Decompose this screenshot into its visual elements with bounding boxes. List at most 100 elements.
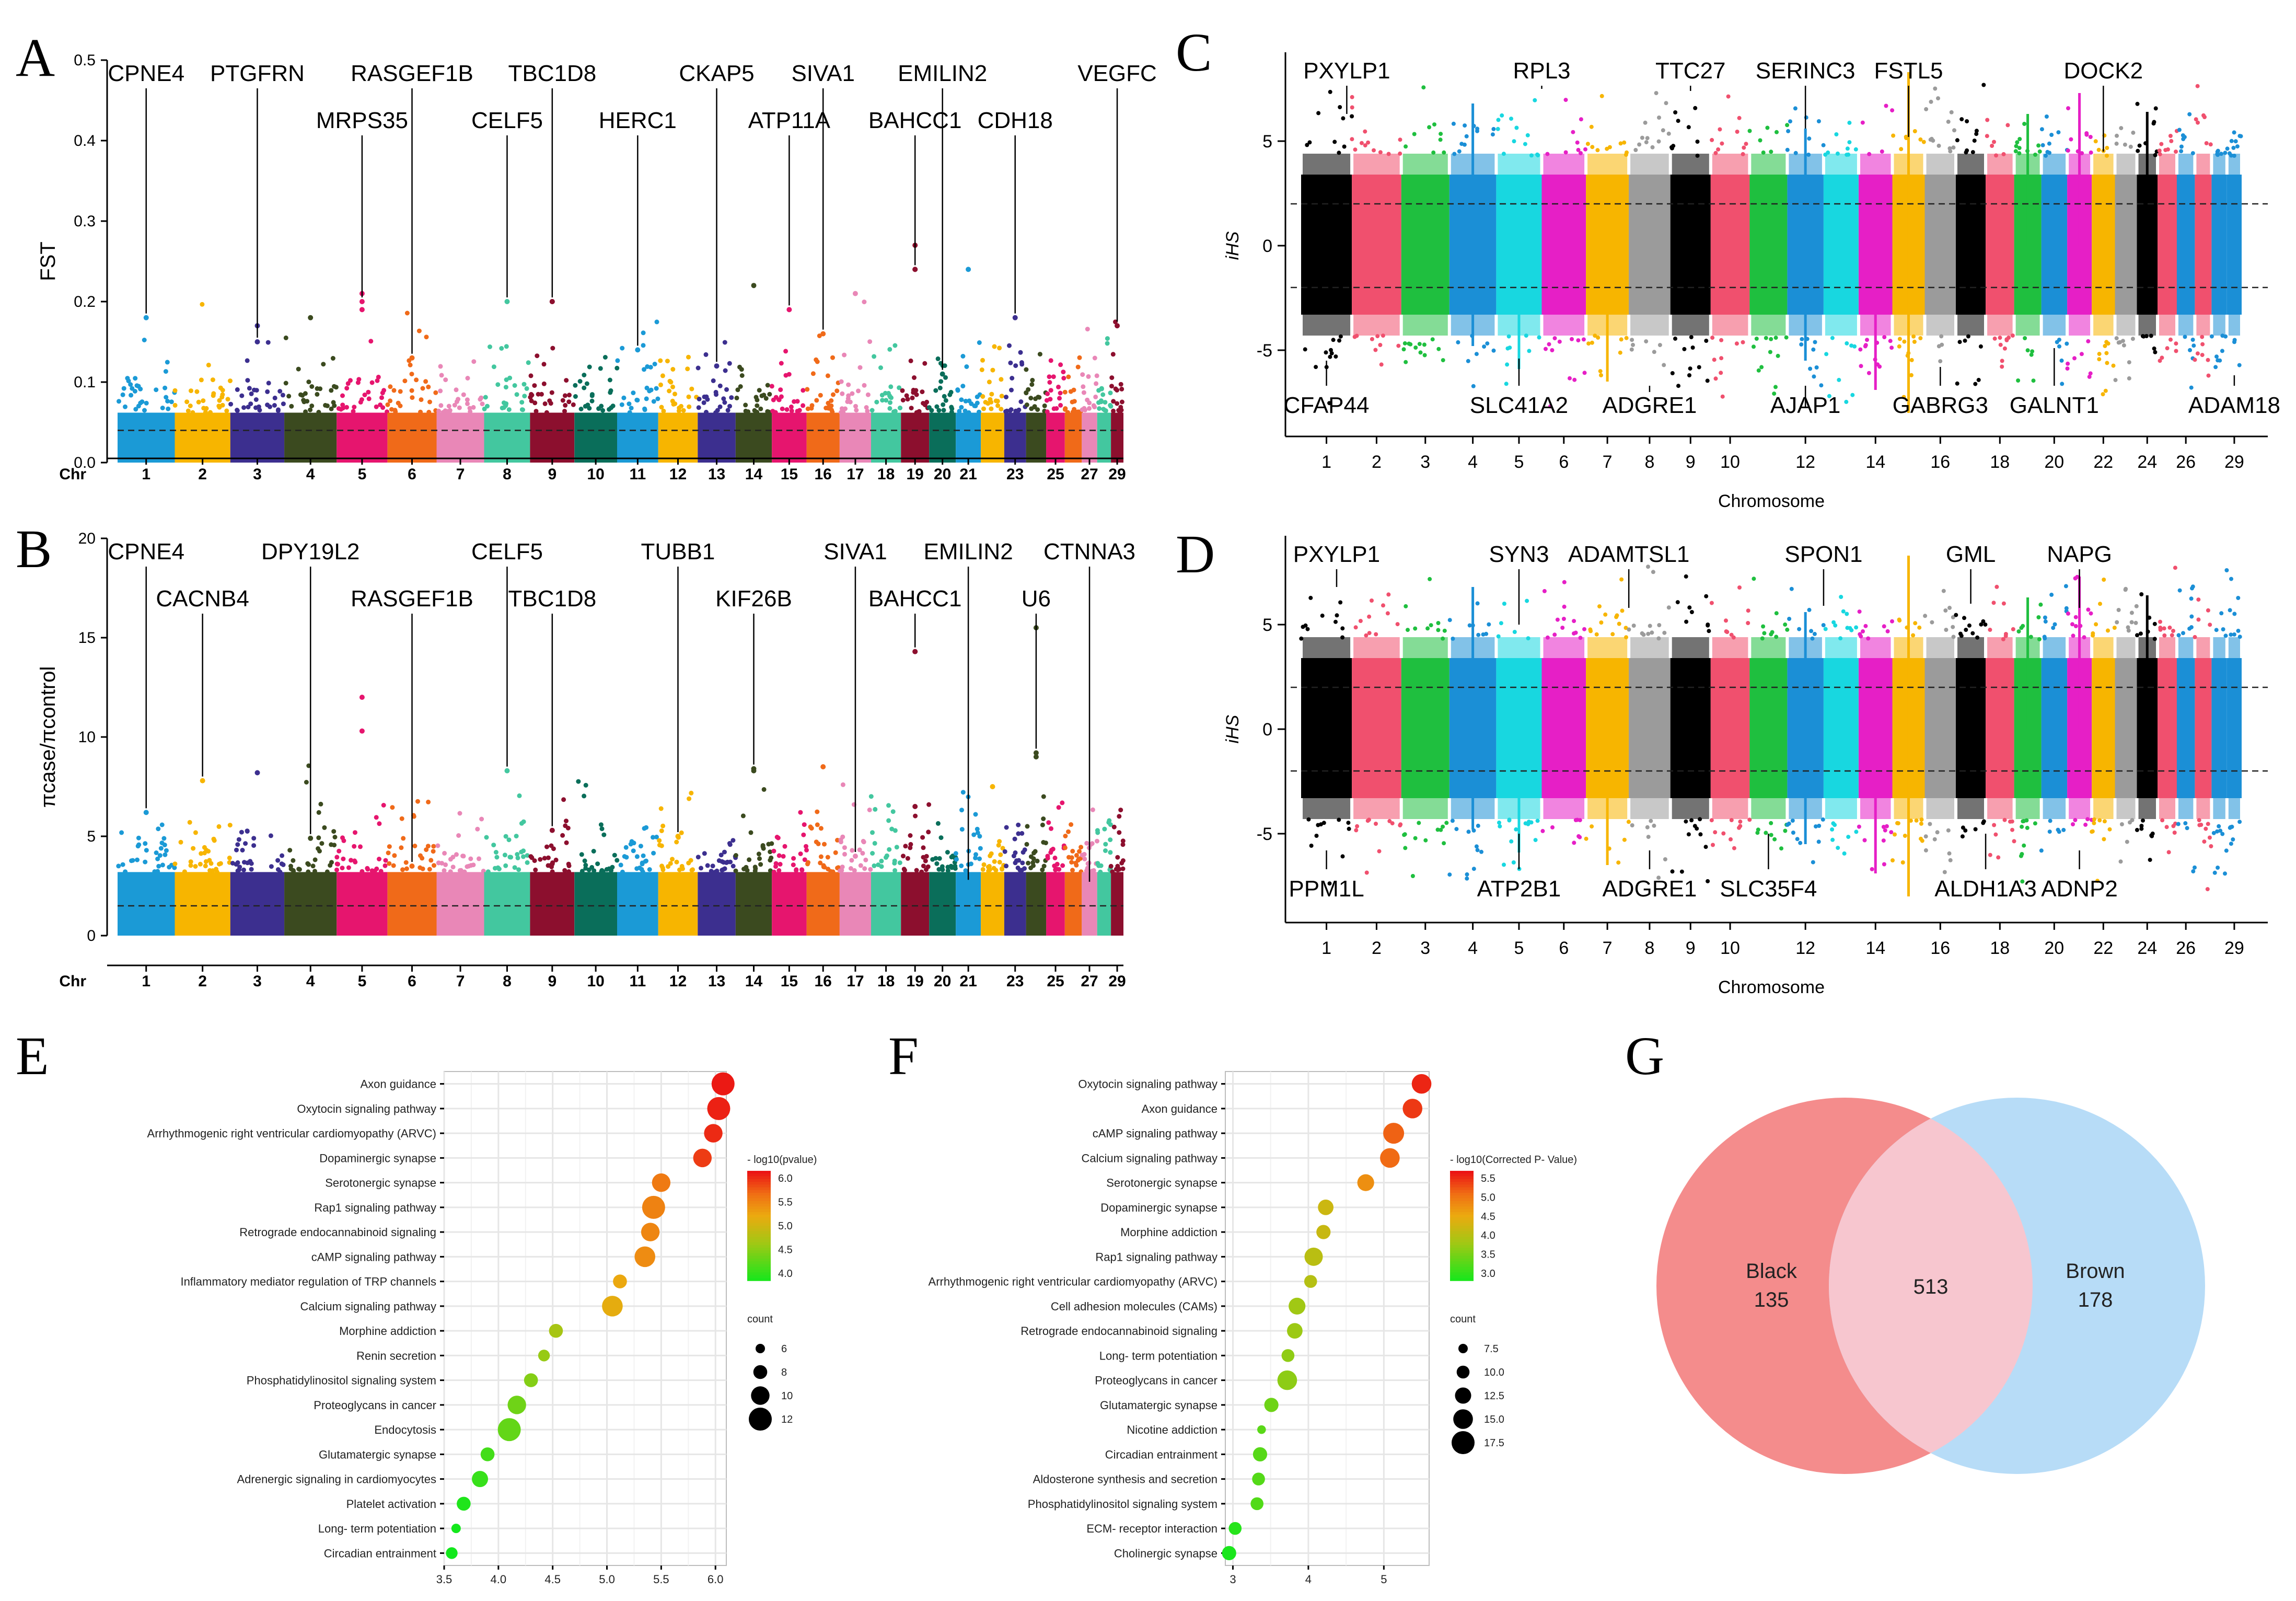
data-point: [635, 398, 640, 403]
chr-band-14: [735, 412, 772, 463]
venn-brown-name: Brown: [2066, 1260, 2125, 1283]
data-point: [1679, 869, 1684, 874]
data-point: [1823, 627, 1828, 631]
data-point: [920, 835, 925, 840]
data-point: [2158, 627, 2163, 632]
data-point: [755, 410, 760, 414]
data-point: [239, 393, 245, 398]
data-point: [440, 410, 446, 415]
data-point: [914, 392, 919, 397]
data-point: [1306, 817, 1311, 822]
data-point: [2003, 634, 2008, 638]
data-point: [865, 392, 871, 397]
data-point: [651, 399, 656, 404]
chr-band-16: [1924, 175, 1956, 315]
data-point: [1849, 628, 1854, 632]
x-tick-label: 20: [2044, 938, 2064, 958]
data-point: [2204, 141, 2209, 145]
chr-band-bottom-13: [1825, 315, 1857, 336]
data-point: [655, 396, 660, 401]
data-point: [2040, 143, 2045, 147]
gene-label-bottom-slc41a2: SLC41A2: [1470, 393, 1568, 418]
data-point: [2135, 827, 2139, 832]
x-tick-label: 12: [669, 973, 687, 990]
chr-band-1: [1301, 658, 1352, 798]
x-tick-label: 7: [456, 973, 465, 990]
chr-band-27: [2195, 658, 2212, 798]
data-point: [936, 408, 942, 413]
data-point: [986, 868, 991, 873]
data-point: [1024, 842, 1029, 847]
data-point: [997, 839, 1002, 844]
data-point: [349, 858, 354, 863]
data-point: [696, 405, 701, 410]
legend-color-tick: 5.5: [1481, 1173, 1495, 1184]
chr-band-11: [617, 872, 658, 936]
data-point: [839, 868, 844, 873]
data-point: [888, 400, 892, 405]
legend-color-step: [1450, 1245, 1474, 1248]
data-point: [1002, 849, 1007, 854]
legend-color-step: [747, 1272, 771, 1276]
data-point: [1713, 151, 1718, 155]
data-point: [1963, 338, 1967, 343]
data-point: [839, 379, 844, 384]
data-point: [1103, 400, 1108, 405]
data-point: [2130, 337, 2135, 341]
chr-band-bottom-22: [2093, 798, 2114, 819]
data-point: [1008, 360, 1013, 365]
data-point: [1013, 860, 1018, 866]
gene-label-bottom-adgre1: ADGRE1: [1602, 876, 1697, 902]
data-point: [759, 393, 764, 398]
venn-brown-count: 178: [2078, 1288, 2113, 1311]
data-point: [2129, 620, 2134, 625]
gene-label-bahcc1: BAHCC1: [868, 108, 962, 133]
data-point: [892, 868, 898, 873]
data-point: [1948, 149, 1953, 154]
data-point: [1890, 108, 1895, 113]
data-point: [1095, 830, 1100, 835]
data-point: [2149, 333, 2153, 338]
data-point: [1526, 822, 1530, 826]
pathway-label: Retrograde endocannabinoid signaling: [239, 1226, 436, 1239]
x-tick-label: 5: [358, 466, 367, 483]
data-point: [1552, 632, 1557, 637]
data-point: [1314, 834, 1319, 838]
data-point: [718, 853, 724, 858]
data-point: [960, 790, 966, 795]
data-point: [1673, 110, 1678, 114]
data-point: [172, 861, 178, 867]
data-point: [2066, 611, 2070, 616]
data-point: [949, 409, 954, 414]
data-point: [1976, 377, 1981, 382]
data-point: [217, 405, 222, 410]
legend-color-step: [747, 1184, 771, 1188]
chr-band-22: [981, 412, 1004, 463]
data-point: [1066, 374, 1071, 379]
data-point: [955, 387, 960, 392]
chr-band-3: [1401, 658, 1450, 798]
gene-label-vegfc: VEGFC: [1077, 61, 1157, 86]
data-point: [589, 398, 595, 404]
data-point: [443, 377, 448, 383]
data-point: [2089, 150, 2093, 155]
gene-point: [1033, 750, 1039, 756]
data-point: [325, 403, 330, 408]
data-point: [1069, 860, 1074, 865]
data-point: [1961, 825, 1965, 830]
data-point: [1085, 327, 1090, 332]
data-point: [533, 867, 538, 872]
gene-label-atp11a: ATP11A: [748, 108, 831, 133]
gene-label-cdh18: CDH18: [978, 108, 1053, 133]
x-tick-label: 29: [2224, 938, 2244, 958]
data-point: [2134, 604, 2139, 608]
data-point: [1812, 631, 1817, 636]
data-point: [133, 376, 138, 381]
data-point: [2093, 139, 2098, 144]
data-point: [2196, 617, 2201, 622]
data-point: [1921, 140, 1926, 144]
y-axis-label: πcase/πcontrol: [37, 666, 60, 808]
pathway-dot: [642, 1195, 665, 1219]
data-point: [977, 340, 982, 345]
data-point: [383, 858, 388, 863]
